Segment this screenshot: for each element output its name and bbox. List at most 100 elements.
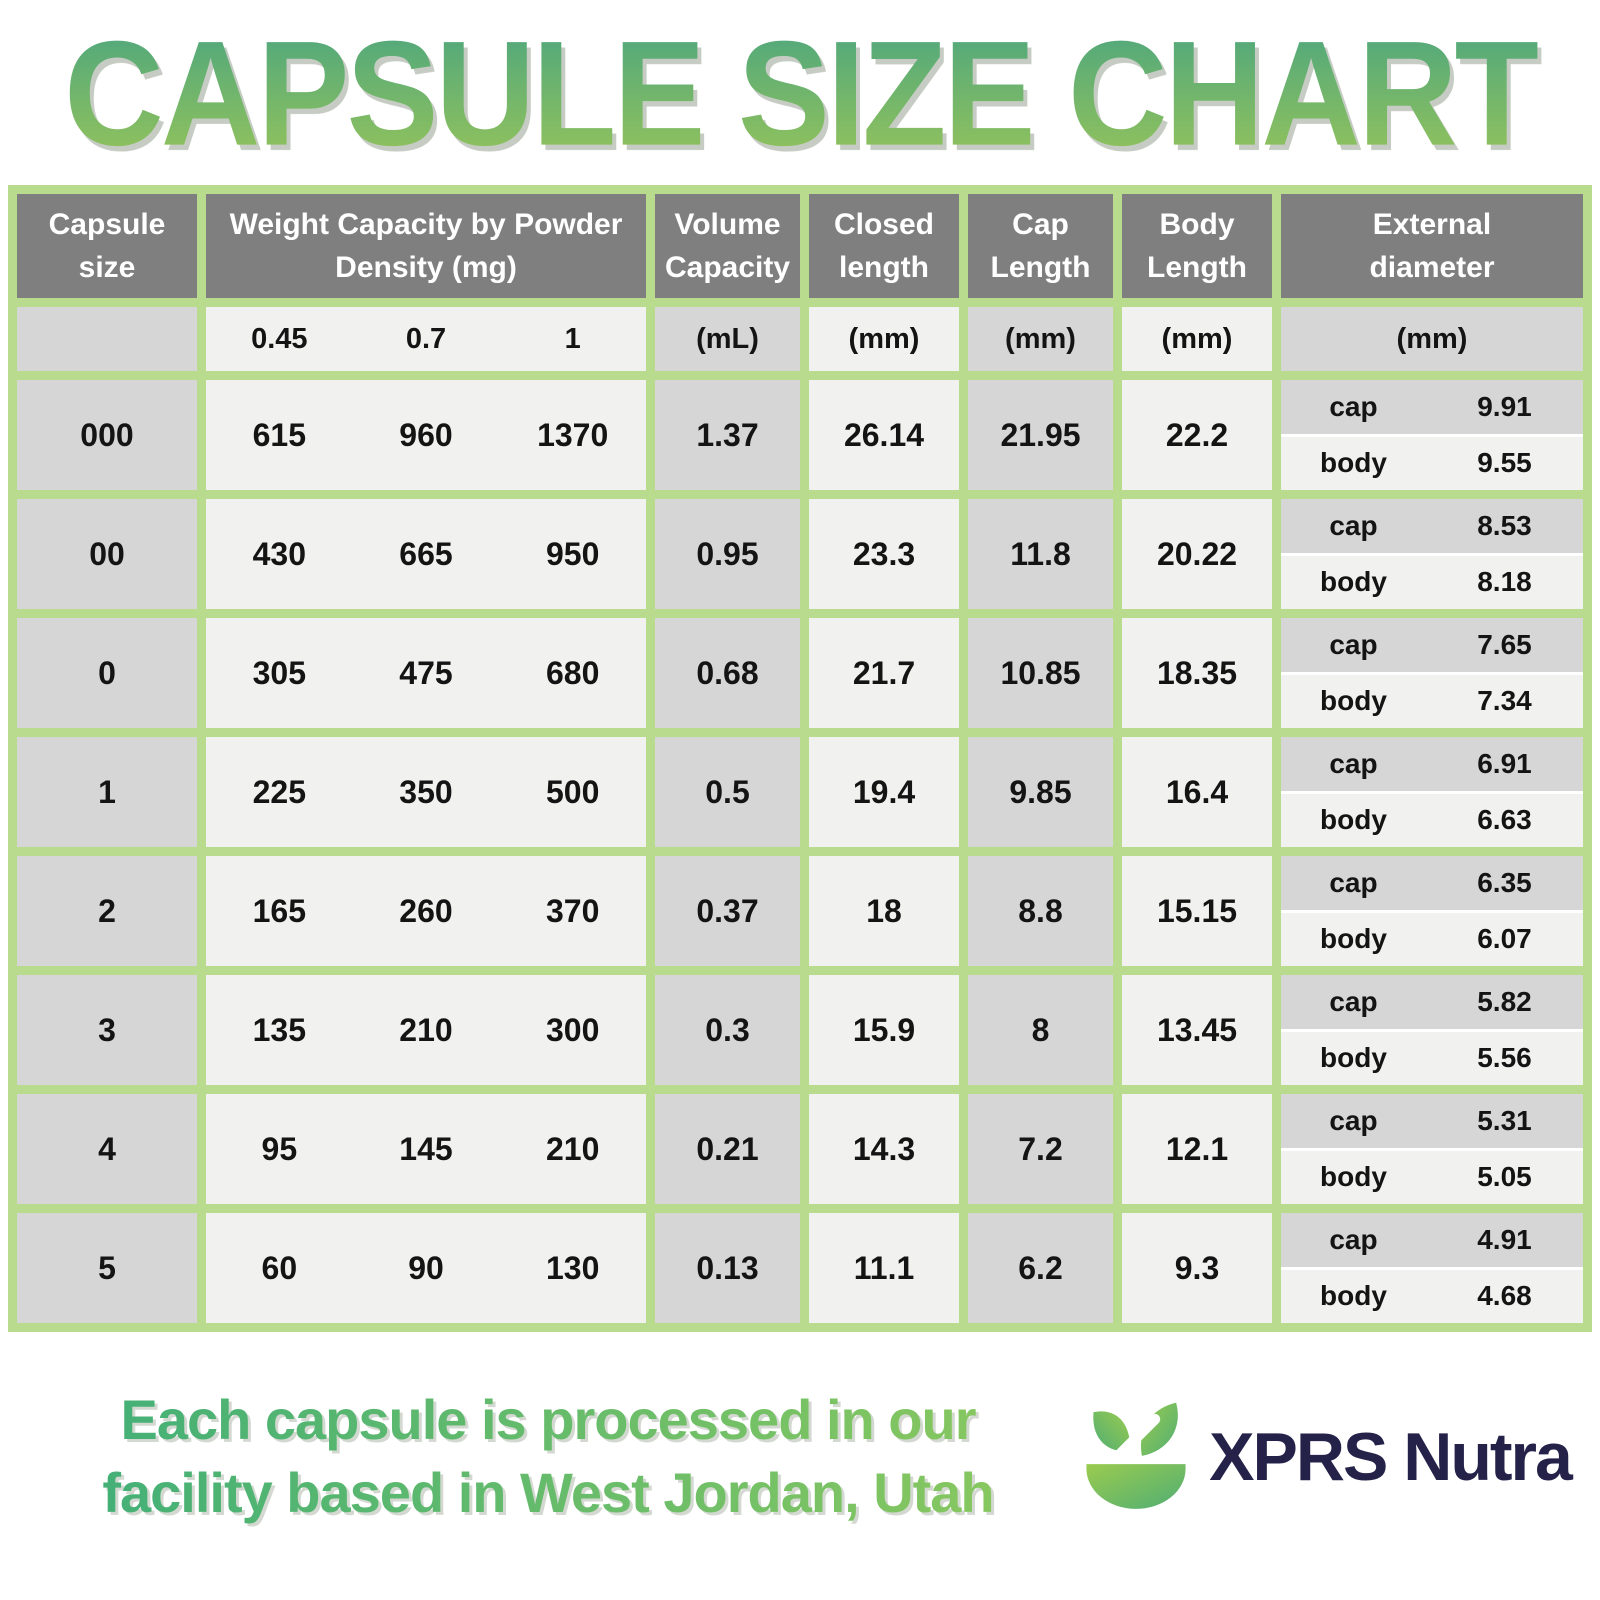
units-powder-densities: 0.45 0.7 1 [206,307,646,372]
cell-external-diameter: cap 7.65 body 7.34 [1281,618,1583,729]
external-cap-row: cap 9.91 [1281,380,1583,434]
cell-body-length: 15.15 [1122,856,1272,967]
external-body-value: 6.63 [1477,804,1532,836]
external-body-row: body 5.56 [1281,1031,1583,1086]
external-body-value: 5.05 [1477,1161,1532,1193]
external-body-row: body 6.07 [1281,912,1583,967]
external-body-row: body 9.55 [1281,436,1583,491]
cell-weight-capacity: 135 210 300 [206,975,646,1086]
external-cap-label: cap [1329,1104,1378,1136]
density-value-07: 0.7 [405,322,447,355]
weight-at-045: 95 [261,1130,298,1167]
external-cap-value: 4.91 [1477,1223,1532,1255]
units-volume: (mL) [655,307,800,372]
cell-body-length: 20.22 [1122,499,1272,610]
cell-external-diameter: cap 5.31 body 5.05 [1281,1094,1583,1205]
cell-closed-length: 23.3 [809,499,959,610]
units-cap-length: (mm) [968,307,1113,372]
external-body-label: body [1320,1042,1387,1074]
external-body-label: body [1320,447,1387,479]
external-body-value: 6.07 [1477,923,1532,955]
cell-cap-length: 21.95 [968,380,1113,491]
external-body-value: 4.68 [1477,1280,1532,1312]
external-cap-row: cap 8.53 [1281,499,1583,553]
cell-cap-length: 6.2 [968,1213,1113,1324]
table-units-row: 0.45 0.7 1 (mL) (mm) (mm) (mm) (mm) [17,307,1583,372]
cell-capsule-size: 00 [17,499,197,610]
external-body-label: body [1320,923,1387,955]
external-body-row: body 8.18 [1281,555,1583,610]
cell-weight-capacity: 95 145 210 [206,1094,646,1205]
cell-body-length: 16.4 [1122,737,1272,848]
cell-external-diameter: cap 5.82 body 5.56 [1281,975,1583,1086]
cell-capsule-size: 5 [17,1213,197,1324]
header-volume-capacity: Volume Capacity [655,194,800,299]
weight-at-1: 950 [545,535,600,572]
external-body-row: body 7.34 [1281,674,1583,729]
external-cap-label: cap [1329,390,1378,422]
cell-weight-capacity: 165 260 370 [206,856,646,967]
weight-at-045: 225 [252,773,307,810]
cell-capsule-size: 0 [17,618,197,729]
weight-at-045: 135 [252,1011,307,1048]
cell-cap-length: 8 [968,975,1113,1086]
cell-body-length: 22.2 [1122,380,1272,491]
cell-capsule-size: 3 [17,975,197,1086]
table-header-row: Capsule size Weight Capacity by Powder D… [17,194,1583,299]
page-title: CAPSULE SIZE CHART [0,13,1600,175]
external-cap-value: 8.53 [1477,509,1532,541]
weight-at-1: 500 [545,773,600,810]
external-body-value: 9.55 [1477,447,1532,479]
cell-external-diameter: cap 6.35 body 6.07 [1281,856,1583,967]
external-body-label: body [1320,1161,1387,1193]
cell-cap-length: 7.2 [968,1094,1113,1205]
external-cap-value: 5.82 [1477,985,1532,1017]
cell-volume-capacity: 0.3 [655,975,800,1086]
external-cap-label: cap [1329,985,1378,1017]
table-row: 00 430 665 950 0.95 23.3 11.8 20.22 cap … [17,499,1583,610]
external-cap-row: cap 7.65 [1281,618,1583,672]
external-body-label: body [1320,804,1387,836]
external-cap-value: 5.31 [1477,1104,1532,1136]
table-row: 5 60 90 130 0.13 11.1 6.2 9.3 cap 4.91 b… [17,1213,1583,1324]
cell-capsule-size: 4 [17,1094,197,1205]
cell-volume-capacity: 1.37 [655,380,800,491]
header-external-diameter: External diameter [1281,194,1583,299]
external-cap-row: cap 6.35 [1281,856,1583,910]
cell-capsule-size: 2 [17,856,197,967]
cell-body-length: 13.45 [1122,975,1272,1086]
weight-at-07: 260 [399,892,453,929]
weight-at-07: 665 [399,535,453,572]
footer-note-line2: facility based in West Jordan, Utah [102,1460,994,1524]
weight-at-1: 130 [545,1249,600,1286]
cell-capsule-size: 000 [17,380,197,491]
units-body-length: (mm) [1122,307,1272,372]
weight-at-1: 1370 [537,416,609,453]
brand-wordmark: XPRS Nutra [1209,1418,1573,1495]
external-cap-label: cap [1329,866,1378,898]
cell-weight-capacity: 615 960 1370 [206,380,646,491]
external-body-row: body 6.63 [1281,793,1583,848]
weight-at-1: 210 [545,1130,600,1167]
header-body-length: Body Length [1122,194,1272,299]
cell-capsule-size: 1 [17,737,197,848]
cell-closed-length: 15.9 [809,975,959,1086]
cell-cap-length: 9.85 [968,737,1113,848]
external-cap-row: cap 5.82 [1281,975,1583,1029]
cell-body-length: 18.35 [1122,618,1272,729]
weight-at-07: 960 [399,416,453,453]
cell-closed-length: 14.3 [809,1094,959,1205]
density-value-1: 1 [564,322,581,355]
cell-volume-capacity: 0.95 [655,499,800,610]
cell-volume-capacity: 0.37 [655,856,800,967]
cell-closed-length: 21.7 [809,618,959,729]
cell-external-diameter: cap 8.53 body 8.18 [1281,499,1583,610]
units-capsule-size-empty [17,307,197,372]
external-cap-row: cap 5.31 [1281,1094,1583,1148]
cell-body-length: 12.1 [1122,1094,1272,1205]
external-cap-label: cap [1329,628,1378,660]
weight-at-045: 165 [252,892,307,929]
cell-volume-capacity: 0.5 [655,737,800,848]
external-body-label: body [1320,685,1387,717]
